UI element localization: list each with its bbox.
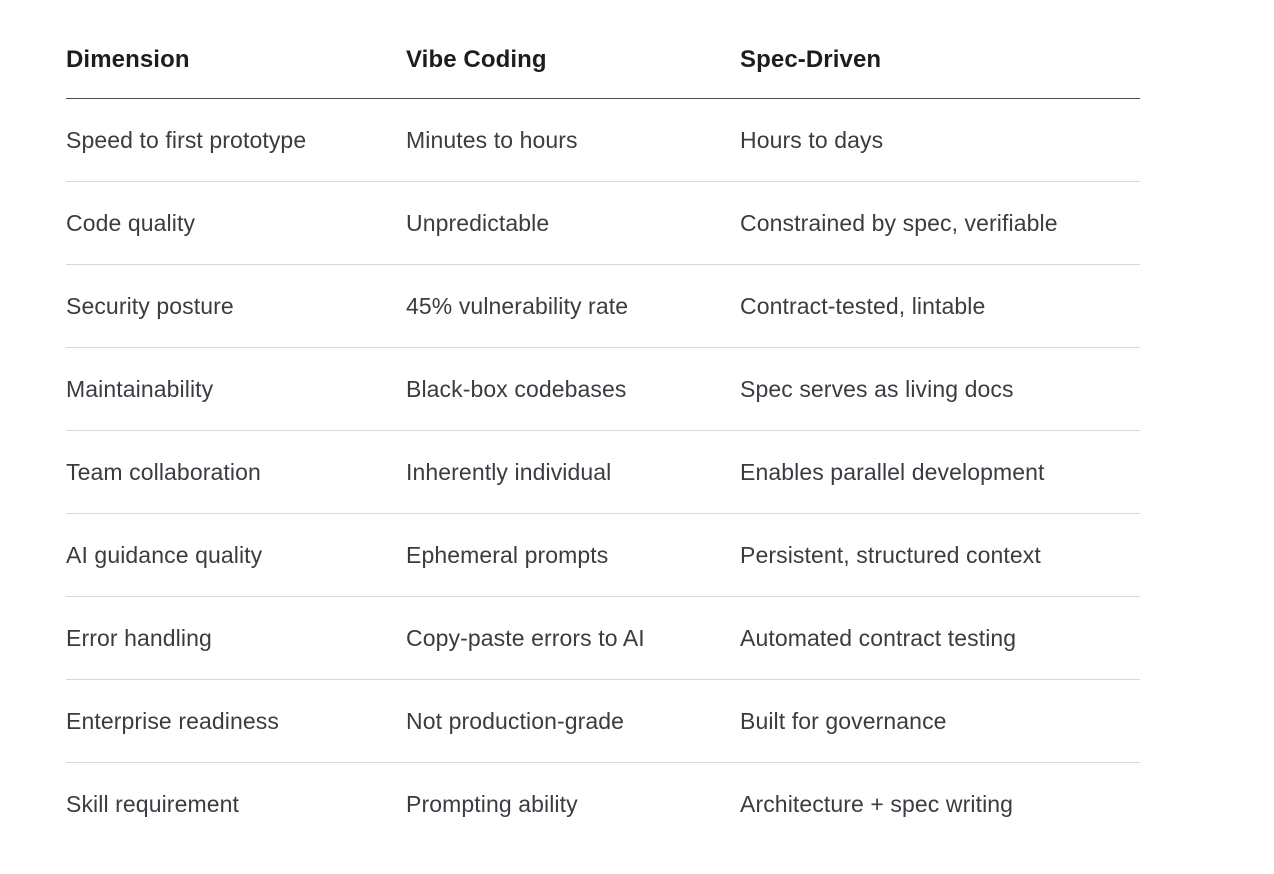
column-header-dimension: Dimension xyxy=(66,45,406,99)
cell-spec-driven: Built for governance xyxy=(740,679,1140,763)
column-header-vibe-coding: Vibe Coding xyxy=(406,45,740,99)
table-row: Error handling Copy-paste errors to AI A… xyxy=(66,596,1140,680)
cell-dimension: Error handling xyxy=(66,596,406,680)
cell-dimension: Maintainability xyxy=(66,347,406,431)
table-row: Speed to first prototype Minutes to hour… xyxy=(66,98,1140,182)
cell-vibe-coding: Ephemeral prompts xyxy=(406,513,740,597)
cell-vibe-coding: Prompting ability xyxy=(406,791,578,817)
table-row: Enterprise readiness Not production-grad… xyxy=(66,679,1140,763)
cell-vibe-coding: Unpredictable xyxy=(406,181,740,265)
cell-vibe-coding: 45% vulnerability rate xyxy=(406,264,740,348)
comparison-table: Dimension Vibe Coding Spec-Driven Speed … xyxy=(66,45,1140,845)
cell-spec-driven: Spec serves as living docs xyxy=(740,347,1140,431)
cell-vibe-coding: Black-box codebases xyxy=(406,347,740,431)
table-row: AI guidance quality Ephemeral prompts Pe… xyxy=(66,513,1140,597)
cell-spec-driven: Automated contract testing xyxy=(740,596,1140,680)
cell-dimension: Security posture xyxy=(66,264,406,348)
cell-spec-driven: Constrained by spec, verifiable xyxy=(740,181,1140,265)
cell-vibe-coding: Minutes to hours xyxy=(406,98,740,182)
cell-dimension: Team collaboration xyxy=(66,430,406,514)
column-header-spec-driven: Spec-Driven xyxy=(740,45,1140,99)
cell-vibe-coding: Not production-grade xyxy=(406,679,740,763)
cell-dimension: Skill requirement xyxy=(66,791,239,817)
cell-dimension: AI guidance quality xyxy=(66,513,406,597)
cell-dimension: Code quality xyxy=(66,181,406,265)
table-row: Team collaboration Inherently individual… xyxy=(66,430,1140,514)
cell-spec-driven: Enables parallel development xyxy=(740,430,1140,514)
cell-spec-driven: Hours to days xyxy=(740,98,1140,182)
cell-vibe-coding: Copy-paste errors to AI xyxy=(406,596,740,680)
comparison-table-container: Dimension Vibe Coding Spec-Driven Speed … xyxy=(66,45,1140,845)
cell-dimension: Speed to first prototype xyxy=(66,98,406,182)
cell-spec-driven: Contract-tested, lintable xyxy=(740,264,1140,348)
cell-vibe-coding: Inherently individual xyxy=(406,430,740,514)
cell-spec-driven: Persistent, structured context xyxy=(740,513,1140,597)
table-row: Maintainability Black-box codebases Spec… xyxy=(66,347,1140,431)
cell-dimension: Enterprise readiness xyxy=(66,679,406,763)
table-header-row: Dimension Vibe Coding Spec-Driven xyxy=(66,45,1140,99)
cell-spec-driven: Architecture + spec writing xyxy=(740,791,1014,817)
table-row: Security posture 45% vulnerability rate … xyxy=(66,264,1140,348)
table-row: Skill requirement Prompting ability Arch… xyxy=(66,763,1140,846)
table-row: Code quality Unpredictable Constrained b… xyxy=(66,181,1140,265)
